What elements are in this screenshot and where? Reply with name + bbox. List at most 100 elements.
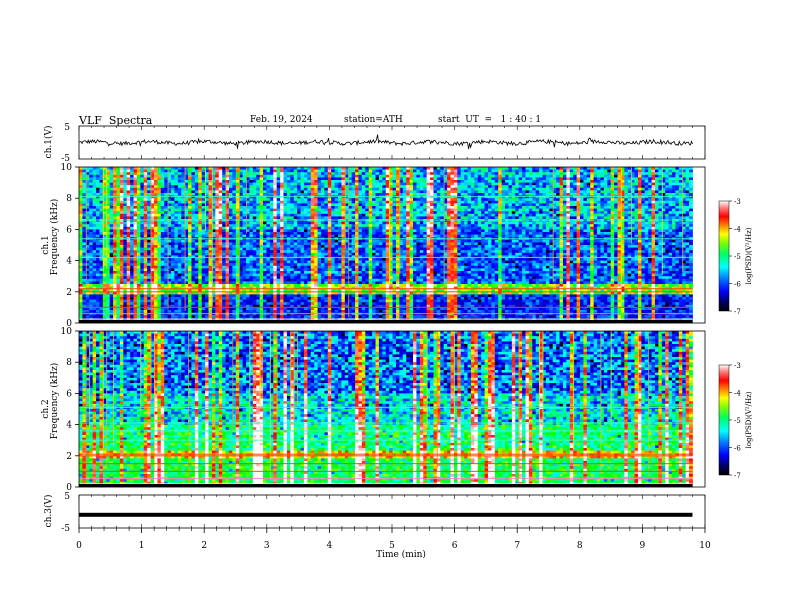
spectrogram-cell xyxy=(79,211,83,214)
spectrogram-cell xyxy=(481,185,485,188)
spectrogram-cell xyxy=(178,198,182,201)
spectrogram-cell xyxy=(147,185,151,188)
spectrogram-cell xyxy=(658,224,662,227)
spectrogram-cell xyxy=(256,235,260,238)
spectrogram-cell xyxy=(440,190,444,193)
spectrogram-cell xyxy=(508,180,512,183)
spectrogram-cell xyxy=(457,180,461,183)
spectrogram-cell xyxy=(328,188,332,191)
spectrogram-cell xyxy=(665,203,669,206)
spectrogram-cell xyxy=(641,198,645,201)
spectrogram-cell xyxy=(573,185,577,188)
spectrogram-cell xyxy=(393,203,397,206)
spectrogram-cell xyxy=(590,203,594,206)
spectrogram-cell xyxy=(376,172,380,175)
spectrogram-cell xyxy=(416,183,420,186)
spectrogram-cell xyxy=(519,188,523,191)
spectrogram-cell xyxy=(669,206,673,209)
spectrogram-cell xyxy=(191,227,195,230)
spectrogram-cell xyxy=(478,206,482,209)
spectrogram-cell xyxy=(198,180,202,183)
spectrogram-cell xyxy=(219,170,223,173)
spectrogram-cell xyxy=(471,185,475,188)
spectrogram-cell xyxy=(478,180,482,183)
spectrogram-cell xyxy=(464,193,468,196)
spectrogram-cell xyxy=(318,183,322,186)
spectrogram-cell xyxy=(232,206,236,209)
spectrogram-cell xyxy=(413,232,417,235)
spectrogram-cell xyxy=(280,224,284,227)
spectrogram-cell xyxy=(549,177,553,180)
spectrogram-cell xyxy=(134,175,138,178)
spectrogram-cell xyxy=(266,185,270,188)
spectrogram-cell xyxy=(358,175,362,178)
spectrogram-cell xyxy=(195,201,199,204)
spectrogram-cell xyxy=(266,180,270,183)
spectrogram-cell xyxy=(583,206,587,209)
spectrogram-cell xyxy=(127,222,131,225)
spectrogram-cell xyxy=(297,203,301,206)
spectrogram-cell xyxy=(79,216,83,219)
spectrogram-cell xyxy=(215,188,219,191)
spectrogram-cell xyxy=(321,235,325,238)
spectrogram-cell xyxy=(266,227,270,230)
spectrogram-cell xyxy=(253,170,257,173)
spectrogram-cell xyxy=(427,185,431,188)
spectrogram-cell xyxy=(382,170,386,173)
spectrogram-cell xyxy=(161,193,165,196)
spectrogram-cell xyxy=(536,211,540,214)
spectrogram-cell xyxy=(549,216,553,219)
spectrogram-cell xyxy=(498,222,502,225)
spectrogram-cell xyxy=(454,214,458,217)
spectrogram-cell xyxy=(403,193,407,196)
spectrogram-cell xyxy=(256,224,260,227)
spectrogram-cell xyxy=(198,229,202,232)
spectrogram-cell xyxy=(96,229,100,232)
spectrogram-cell xyxy=(379,222,383,225)
spectrogram-cell xyxy=(198,198,202,201)
spectrogram-cell xyxy=(376,227,380,230)
spectrogram-cell xyxy=(372,183,376,186)
spectrogram-cell xyxy=(427,198,431,201)
spectrogram-cell xyxy=(253,227,257,230)
spectrogram-cell xyxy=(624,206,628,209)
spectrogram-cell xyxy=(355,170,359,173)
spectrogram-cell xyxy=(79,209,83,212)
spectrogram-cell xyxy=(635,193,639,196)
spectrogram-cell xyxy=(563,167,567,170)
spectrogram-cell xyxy=(485,198,489,201)
spectrogram-cell xyxy=(178,216,182,219)
spectrogram-cell xyxy=(410,177,414,180)
spectrogram-cell xyxy=(96,222,100,225)
spectrogram-cell xyxy=(171,170,175,173)
spectrogram-cell xyxy=(641,224,645,227)
spectrogram-cell xyxy=(226,229,230,232)
spectrogram-cell xyxy=(137,227,141,230)
spectrogram-cell xyxy=(539,188,543,191)
spectrogram-cell xyxy=(144,177,148,180)
spectrogram-cell xyxy=(382,198,386,201)
spectrogram-cell xyxy=(403,203,407,206)
spectrogram-cell xyxy=(358,193,362,196)
spectrogram-cell xyxy=(287,209,291,212)
spectrogram-cell xyxy=(236,206,240,209)
spectrogram-cell xyxy=(597,190,601,193)
spectrogram-cell xyxy=(587,172,591,175)
spectrogram-cell xyxy=(304,180,308,183)
spectrogram-cell xyxy=(451,232,455,235)
spectrogram-cell xyxy=(147,177,151,180)
spectrogram-cell xyxy=(485,180,489,183)
spectrogram-cell xyxy=(597,214,601,217)
spectrogram-cell xyxy=(587,222,591,225)
spectrogram-cell xyxy=(604,235,608,238)
spectrogram-cell xyxy=(481,232,485,235)
spectrogram-cell xyxy=(123,172,127,175)
spectrogram-cell xyxy=(324,183,328,186)
spectrogram-cell xyxy=(645,227,649,230)
spectrogram-cell xyxy=(287,201,291,204)
spectrogram-cell xyxy=(362,214,366,217)
spectrogram-cell xyxy=(386,229,390,232)
spectrogram-cell xyxy=(99,190,103,193)
spectrogram-cell xyxy=(635,180,639,183)
spectrogram-cell xyxy=(488,190,492,193)
